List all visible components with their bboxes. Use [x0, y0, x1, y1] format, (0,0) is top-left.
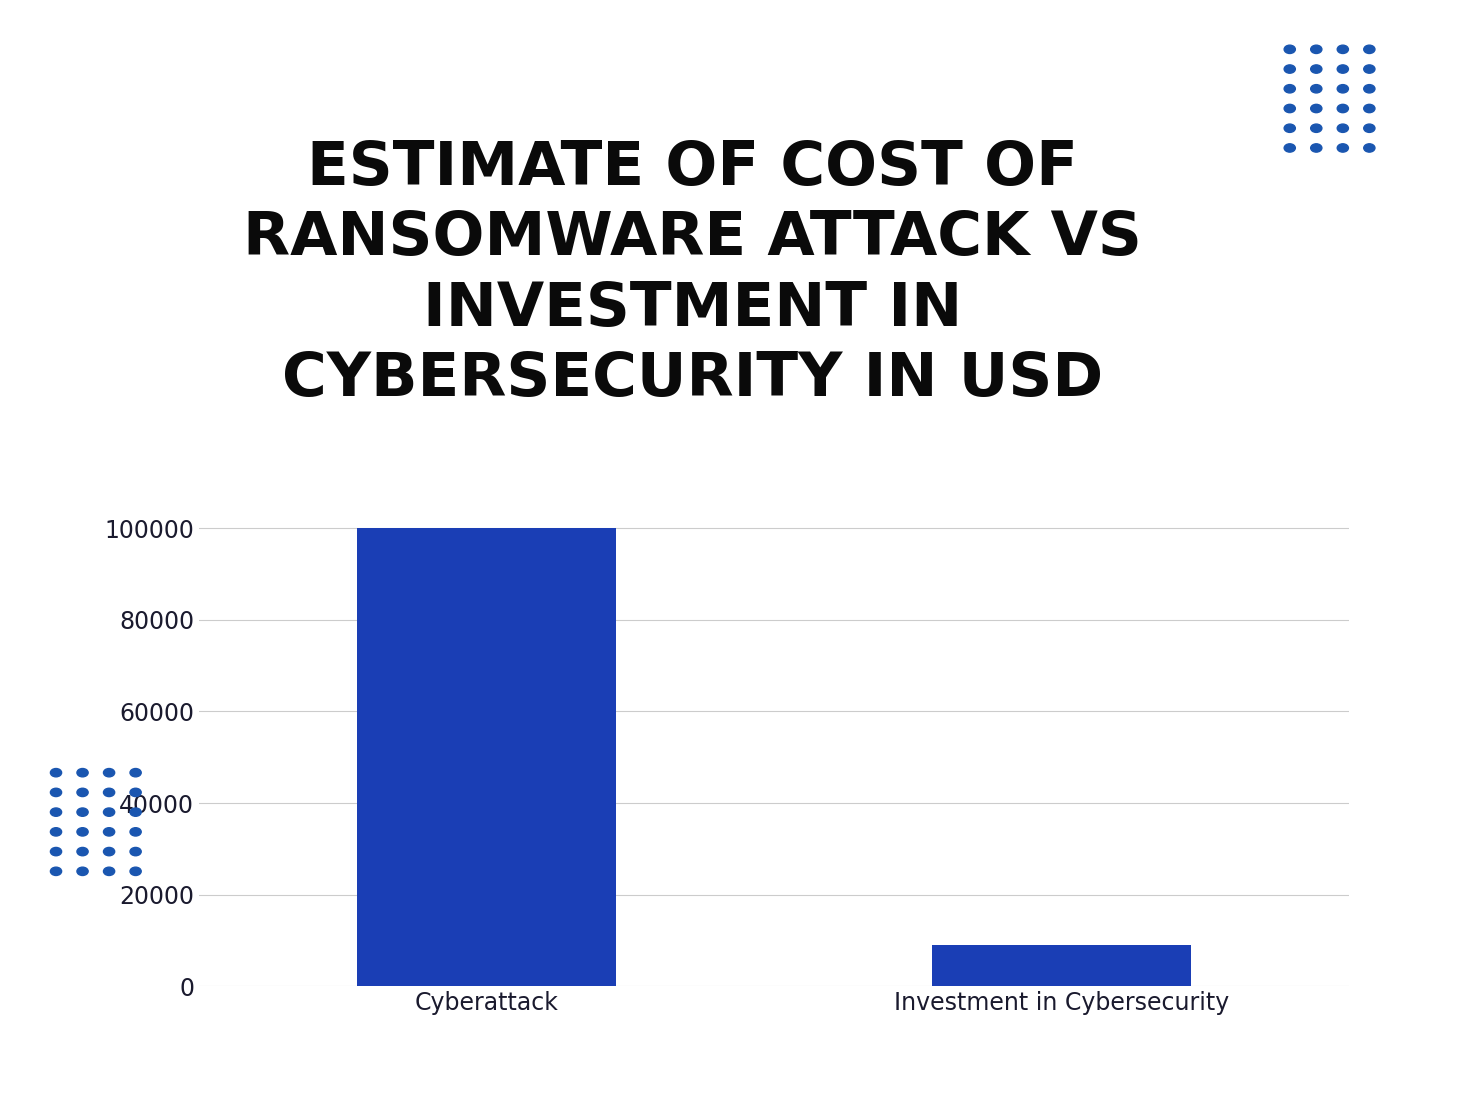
Bar: [357, 528, 616, 986]
Text: ESTIMATE OF COST OF
RANSOMWARE ATTACK VS
INVESTMENT IN
CYBERSECURITY IN USD: ESTIMATE OF COST OF RANSOMWARE ATTACK VS…: [243, 139, 1142, 409]
Bar: [932, 945, 1191, 986]
